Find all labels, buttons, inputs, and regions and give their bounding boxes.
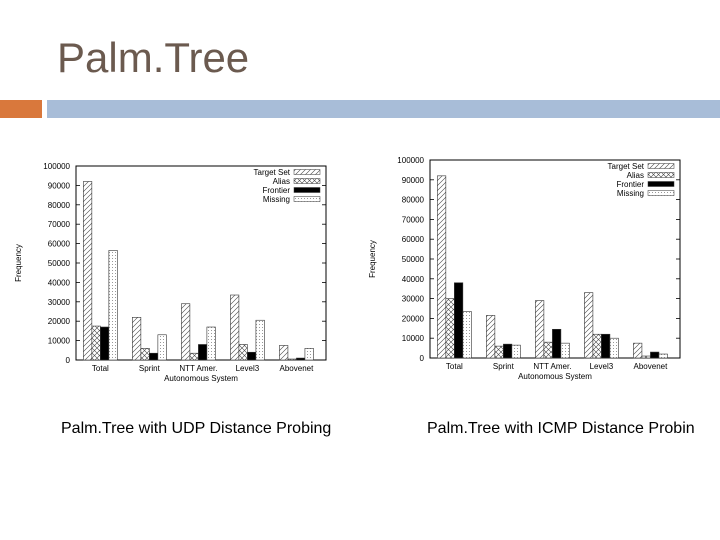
y-axis-label: Frequency (368, 240, 377, 278)
bar-alias-level3 (238, 344, 248, 361)
bar-missing-level3 (609, 337, 619, 359)
y-tick-label: 30000 (48, 298, 71, 307)
bar-target-set-abovenet (279, 345, 289, 361)
bar-alias-ntt-amer (189, 352, 199, 361)
x-tick-label: Sprint (493, 362, 515, 371)
legend-label-target-set: Target Set (608, 162, 645, 171)
accent-bar-blue (47, 100, 720, 118)
legend-swatch-frontier (647, 181, 675, 187)
legend-swatch-missing (647, 190, 675, 196)
bar-target-set-sprint (132, 317, 142, 361)
x-tick-label: Sprint (139, 364, 161, 373)
bar-target-set-level3 (584, 292, 594, 359)
y-tick-label: 40000 (402, 275, 425, 284)
accent-bar-orange (0, 100, 42, 118)
bar-alias-total (91, 325, 101, 361)
legend-swatch-alias (293, 178, 321, 184)
slide-title: Palm.Tree (57, 34, 250, 81)
x-axis-label: Autonomous System (164, 374, 238, 383)
y-tick-label: 0 (66, 356, 71, 365)
bar-alias-ntt-amer (543, 341, 553, 359)
legend-swatch-alias (647, 172, 675, 178)
legend-label-alias: Alias (273, 177, 290, 186)
bar-frontier-level3 (247, 351, 257, 361)
y-tick-label: 100000 (397, 156, 424, 165)
bar-target-set-total (83, 181, 93, 361)
bar-target-set-level3 (230, 294, 240, 361)
bar-frontier-sprint (149, 352, 159, 361)
legend-label-alias: Alias (627, 171, 644, 180)
bar-missing-total (108, 250, 118, 361)
bar-missing-sprint (511, 344, 521, 359)
bar-missing-abovenet (658, 353, 668, 359)
y-tick-label: 60000 (48, 240, 71, 249)
bar-alias-level3 (592, 333, 602, 359)
legend-label-frontier: Frontier (262, 186, 290, 195)
icmp-bar-chart: 0 10000 20000 30000 40000 50000 60000 70000 8000… (366, 152, 688, 388)
x-tick-label: Total (446, 362, 463, 371)
bar-frontier-total (100, 326, 110, 361)
bar-frontier-abovenet (650, 351, 660, 359)
bar-target-set-ntt-amer (181, 303, 191, 361)
bar-frontier-total (454, 282, 464, 359)
bar-alias-sprint (494, 345, 504, 359)
x-tick-label: Total (92, 364, 109, 373)
bar-missing-sprint (157, 334, 167, 361)
bar-missing-level3 (255, 319, 265, 361)
caption-icmp: Palm.Tree with ICMP Distance Probin (427, 420, 695, 437)
bar-frontier-abovenet (296, 357, 306, 361)
bar-alias-sprint (140, 348, 150, 361)
legend-label-missing: Missing (263, 195, 290, 204)
x-axis-label: Autonomous System (518, 372, 592, 381)
x-tick-label: Abovenet (280, 364, 315, 373)
bar-alias-total (445, 298, 455, 359)
bar-target-set-abovenet (633, 342, 643, 359)
legend-label-frontier: Frontier (616, 180, 644, 189)
y-tick-label: 70000 (402, 215, 425, 224)
y-tick-label: 20000 (48, 317, 71, 326)
y-tick-label: 30000 (402, 295, 425, 304)
bar-frontier-sprint (503, 343, 513, 359)
y-tick-label: 90000 (402, 176, 425, 185)
y-tick-label: 50000 (402, 255, 425, 264)
y-tick-label: 80000 (402, 196, 425, 205)
x-tick-label: Abovenet (634, 362, 669, 371)
legend-swatch-target-set (293, 169, 321, 175)
bar-alias-abovenet (641, 355, 651, 359)
y-tick-label: 10000 (402, 334, 425, 343)
caption-udp: Palm.Tree with UDP Distance Probing (61, 420, 332, 437)
legend-swatch-target-set (647, 163, 675, 169)
y-tick-label: 80000 (48, 201, 71, 210)
x-tick-label: Level3 (590, 362, 614, 371)
y-tick-label: 70000 (48, 220, 71, 229)
bar-frontier-level3 (601, 333, 611, 359)
x-tick-label: NTT Amer. (533, 362, 571, 371)
legend-label-missing: Missing (617, 189, 644, 198)
bar-target-set-ntt-amer (535, 300, 545, 359)
legend-swatch-missing (293, 196, 321, 202)
y-tick-label: 50000 (48, 259, 71, 268)
legend-swatch-frontier (293, 187, 321, 193)
bar-missing-ntt-amer (560, 342, 570, 359)
udp-bar-chart: 0 10000 20000 30000 40000 50000 60000 70000 8000… (12, 158, 334, 390)
y-axis-label: Frequency (14, 244, 23, 282)
x-tick-label: Level3 (236, 364, 260, 373)
y-tick-label: 60000 (402, 235, 425, 244)
x-tick-label: NTT Amer. (179, 364, 217, 373)
y-tick-label: 0 (420, 354, 425, 363)
y-tick-label: 20000 (402, 314, 425, 323)
y-tick-label: 90000 (48, 181, 71, 190)
bar-frontier-ntt-amer (552, 328, 562, 359)
bar-frontier-ntt-amer (198, 344, 208, 361)
y-tick-label: 100000 (43, 162, 70, 171)
legend-label-target-set: Target Set (254, 168, 291, 177)
bar-target-set-total (437, 175, 447, 359)
bar-missing-abovenet (304, 348, 314, 361)
bar-target-set-sprint (486, 315, 496, 359)
y-tick-label: 40000 (48, 278, 71, 287)
bar-alias-abovenet (287, 358, 297, 361)
y-tick-label: 10000 (48, 337, 71, 346)
bar-missing-total (462, 311, 472, 359)
bar-missing-ntt-amer (206, 326, 216, 361)
